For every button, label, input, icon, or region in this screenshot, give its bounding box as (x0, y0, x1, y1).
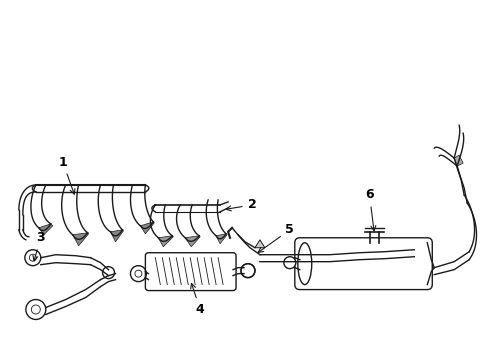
Text: 3: 3 (33, 231, 45, 261)
Text: 2: 2 (226, 198, 256, 211)
Circle shape (135, 270, 142, 277)
Text: 5: 5 (258, 223, 294, 252)
Circle shape (29, 254, 36, 261)
Polygon shape (255, 240, 265, 248)
Text: 4: 4 (191, 283, 204, 316)
Polygon shape (141, 222, 154, 234)
Text: 1: 1 (58, 156, 75, 194)
Polygon shape (216, 234, 227, 244)
Polygon shape (454, 155, 463, 166)
Polygon shape (158, 236, 173, 247)
Circle shape (31, 305, 40, 314)
Polygon shape (73, 233, 89, 246)
Ellipse shape (298, 243, 312, 285)
Circle shape (284, 257, 296, 269)
Text: 6: 6 (365, 188, 376, 231)
Polygon shape (185, 236, 200, 247)
FancyBboxPatch shape (146, 253, 236, 291)
Polygon shape (111, 230, 123, 242)
Polygon shape (39, 224, 53, 235)
FancyBboxPatch shape (295, 238, 432, 289)
